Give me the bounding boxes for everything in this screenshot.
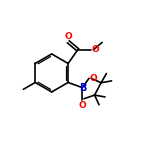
Text: O: O xyxy=(91,45,99,54)
Text: O: O xyxy=(79,101,86,110)
Text: O: O xyxy=(65,32,72,41)
Text: O: O xyxy=(90,74,97,83)
Text: B: B xyxy=(79,83,86,93)
